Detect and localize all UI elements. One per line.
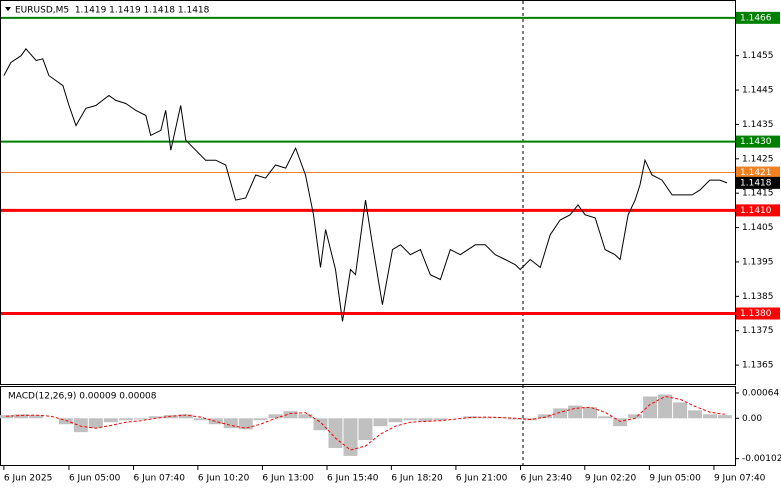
histogram-bar xyxy=(717,415,732,419)
level-box xyxy=(736,176,780,189)
histogram-bar xyxy=(673,402,688,419)
histogram-bar xyxy=(388,418,403,423)
histogram-bar xyxy=(298,414,313,419)
histogram-bar xyxy=(568,405,583,419)
level-label: 1.1421 xyxy=(740,168,772,178)
histogram-bar xyxy=(433,418,448,421)
histogram-bar xyxy=(88,418,103,429)
x-tick-label: 6 Jun 15:40 xyxy=(327,474,379,484)
level-box xyxy=(736,204,780,217)
panel-title: EURUSD,M5 1.1419 1.1419 1.1418 1.1418 xyxy=(15,6,210,16)
y-tick-label: -0.00102 xyxy=(742,454,781,464)
y-tick-label: 1.1435 xyxy=(742,120,774,130)
histogram-bar xyxy=(223,418,238,429)
level-box xyxy=(736,307,780,320)
level-box xyxy=(736,11,780,24)
y-tick-label: 1.1375 xyxy=(742,326,774,336)
histogram-bar xyxy=(238,418,253,430)
histogram-bar xyxy=(628,414,643,419)
histogram-bar xyxy=(598,416,613,419)
x-tick-label: 6 Jun 23:40 xyxy=(520,474,572,484)
histogram-bar xyxy=(658,394,673,419)
histogram-bar xyxy=(268,414,283,419)
y-tick-label: 1.1385 xyxy=(742,292,774,302)
x-tick-label: 6 Jun 10:20 xyxy=(198,474,250,484)
series-line xyxy=(6,395,725,451)
histogram-bar xyxy=(328,418,343,448)
histogram-bar xyxy=(58,418,73,425)
y-tick-label: 1.1455 xyxy=(742,51,774,61)
x-tick-label: 9 Jun 05:00 xyxy=(649,474,701,484)
y-tick-label: 1.1445 xyxy=(742,86,774,96)
y-tick-label: 0.00064 xyxy=(742,388,779,398)
histogram-bar xyxy=(253,418,268,421)
histogram-bar xyxy=(403,418,418,421)
histogram-bar xyxy=(283,411,298,419)
histogram-bar xyxy=(313,418,328,431)
x-tick-label: 6 Jun 13:00 xyxy=(262,474,314,484)
level-label: 1.1430 xyxy=(740,137,772,147)
level-label: 1.1466 xyxy=(740,13,772,23)
histogram-bar xyxy=(478,417,493,419)
histogram-bar xyxy=(553,408,568,419)
x-tick-label: 6 Jun 2025 xyxy=(4,474,52,484)
histogram-bar xyxy=(73,418,88,433)
level-box xyxy=(736,166,780,179)
histogram-bar xyxy=(703,414,718,419)
histogram-bar xyxy=(178,414,193,419)
histogram-bar xyxy=(418,418,433,422)
y-tick-label: 1.1365 xyxy=(742,361,774,371)
histogram-bar xyxy=(538,414,553,419)
histogram-bar xyxy=(14,414,29,419)
y-tick-label: 1.1395 xyxy=(742,257,774,267)
histogram-bar xyxy=(358,418,373,441)
symbol-menu-icon[interactable] xyxy=(5,7,11,11)
histogram-bar xyxy=(508,418,523,420)
x-tick-label: 6 Jun 05:00 xyxy=(69,474,121,484)
histogram-bar xyxy=(118,418,133,421)
histogram-bar xyxy=(208,418,223,425)
histogram-bar xyxy=(583,407,598,419)
y-tick-label: 0.00 xyxy=(742,414,762,424)
histogram-bar xyxy=(193,418,208,421)
price-panel xyxy=(0,0,736,385)
histogram-bar xyxy=(643,396,658,419)
level-label: 1.1418 xyxy=(740,178,772,188)
y-tick-label: 1.1415 xyxy=(742,189,774,199)
histogram-bar xyxy=(373,418,388,427)
level-label: 1.1410 xyxy=(740,206,772,216)
histogram-bar xyxy=(103,418,118,423)
x-tick-label: 6 Jun 18:20 xyxy=(391,474,443,484)
x-tick-label: 9 Jun 07:40 xyxy=(714,474,766,484)
histogram-bar xyxy=(343,418,358,456)
histogram-bar xyxy=(29,415,44,419)
level-label: 1.1380 xyxy=(740,309,772,319)
histogram-bar xyxy=(613,418,628,427)
histogram-bar xyxy=(688,410,703,419)
level-box xyxy=(736,135,780,148)
x-tick-label: 9 Jun 02:20 xyxy=(585,474,637,484)
histogram-bar xyxy=(133,418,148,420)
histogram-bar xyxy=(148,416,163,419)
series-line xyxy=(3,47,728,322)
y-tick-label: 1.1405 xyxy=(742,223,774,233)
x-tick-label: 6 Jun 07:40 xyxy=(134,474,186,484)
panel-title: MACD(12,26,9) 0.00009 0.00008 xyxy=(8,392,157,402)
x-tick-label: 6 Jun 21:00 xyxy=(456,474,508,484)
y-tick-label: 1.1425 xyxy=(742,154,774,164)
